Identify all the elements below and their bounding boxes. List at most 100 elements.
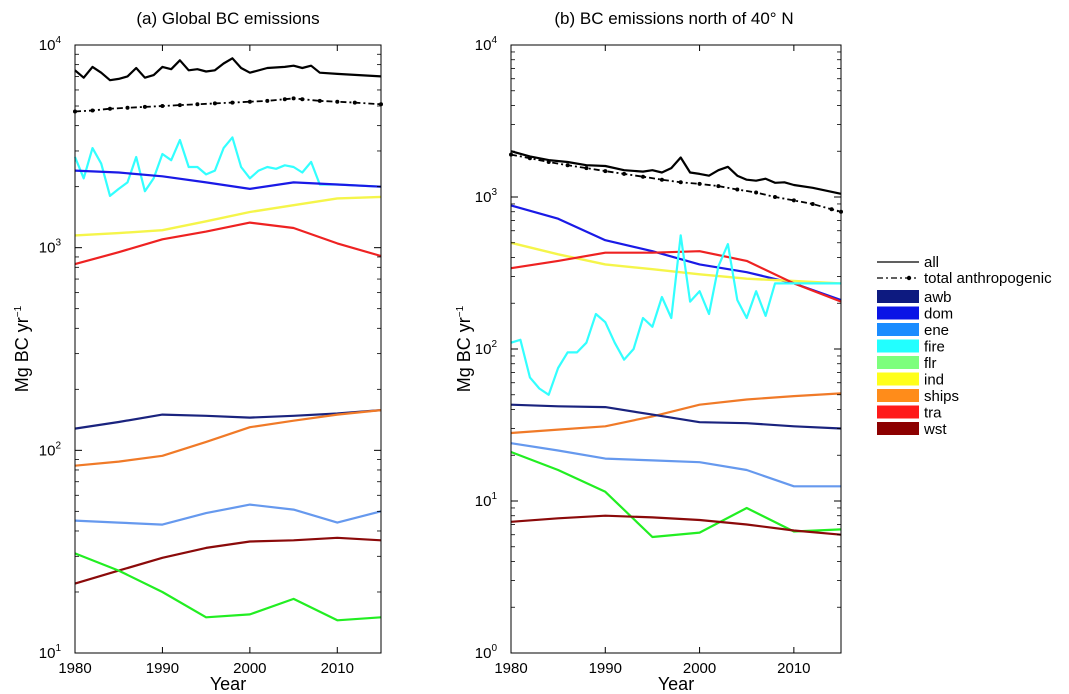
panel-b-xlabel: Year [658, 674, 694, 694]
panel-a-xtick-label-3: 2010 [321, 660, 354, 677]
panel-b-ticks: 1980 1990 2000 2010 100 101 102 103 104 [475, 35, 841, 677]
legend-label-flr: flr [924, 355, 937, 372]
panel-b-anthro-marker-13 [754, 190, 759, 195]
panel-a-series [73, 57, 383, 622]
panel-b-series-all [510, 150, 842, 195]
panel-b-series-wst [510, 514, 842, 536]
panel-b-anthro-marker-4 [584, 166, 589, 171]
panel-a-series-anthro [74, 97, 382, 113]
legend-swatch-flr [877, 356, 919, 369]
legend-label-dom: dom [924, 306, 953, 323]
panel-a-series-flr [74, 552, 382, 622]
panel-b-xtick-label-0: 1980 [494, 660, 527, 677]
panel-a-anthro-marker-3 [125, 105, 130, 110]
legend-swatch-tra [877, 405, 919, 419]
panel-a-xtick-label-0: 1980 [58, 660, 91, 677]
panel-b-anthro-marker-11 [716, 184, 721, 189]
panel-a-ytick-label-0: 101 [39, 643, 62, 662]
legend-swatch-fire [877, 339, 919, 353]
panel-b-anthro-marker-1 [527, 156, 532, 161]
panel-b-anthro-marker-2 [546, 160, 551, 164]
legend-label-all: all [924, 254, 939, 271]
panel-a-series-all [74, 57, 382, 82]
legend-swatch-dom [877, 306, 919, 320]
legend-label-wst: wst [923, 421, 947, 438]
panel-b-anthro-marker-17 [829, 207, 834, 212]
panel-a-series-ene [74, 503, 382, 526]
legend-label-awb: awb [924, 289, 952, 306]
panel-b-xtick-label-3: 2010 [777, 660, 810, 677]
legend-swatch-awb [877, 290, 919, 303]
legend-label-ships: ships [924, 388, 959, 405]
panel-a-series-ind [74, 195, 382, 237]
panel-b-ytick-label-0: 100 [475, 643, 498, 662]
panel-a-ylabel-sup: −1 [13, 305, 24, 317]
legend-swatch-ene [877, 323, 919, 336]
panel-a-ytick-label-2: 103 [39, 238, 62, 257]
panel-a-anthro-marker-10 [247, 99, 252, 104]
panel-b-frame [510, 44, 842, 654]
panel-a-series-wst [74, 536, 382, 585]
panel-a-frame [74, 44, 382, 654]
panel-a-title: (a) Global BC emissions [136, 9, 319, 28]
legend-label-tra: tra [924, 405, 942, 422]
panel-b-anthro-marker-15 [791, 198, 796, 203]
panel-b-anthro-marker-3 [565, 163, 570, 168]
legend-swatch-ind [877, 372, 919, 386]
legend-swatch-wst [877, 422, 919, 435]
panel-b-anthro-marker-8 [659, 177, 664, 182]
panel-b-xtick-label-1: 1990 [589, 660, 622, 677]
legend-label-fire: fire [924, 339, 945, 356]
legend-label-ene: ene [924, 322, 949, 339]
panel-b-xtick-label-2: 2000 [683, 660, 716, 677]
panel-a-anthro-marker-9 [230, 100, 235, 105]
panel-a-xtick-label-1: 1990 [146, 660, 179, 677]
panel-a-anthro-marker-13 [291, 96, 296, 101]
panel-b: (b) BC emissions north of 40° N 1980 1990… [454, 9, 843, 694]
panel-a-ticks: 1980 1990 2000 2010 101 102 103 104 [39, 35, 381, 677]
panel-a-anthro-marker-6 [177, 103, 182, 108]
panel-b-series-awb [510, 403, 842, 430]
panel-a-series-dom [74, 169, 382, 190]
panel-b-series-ships [510, 392, 842, 435]
panel-a: (a) Global BC emissions 1980 1990 2000 2010… [12, 9, 383, 694]
panel-b-anthro-marker-16 [810, 202, 815, 206]
panel-b-ylabel: Mg BC yr−1 [454, 305, 474, 392]
panel-b-ylabel-text: Mg BC yr [454, 317, 474, 392]
panel-a-anthro-marker-15 [317, 98, 322, 103]
panel-b-ytick-label-1: 101 [475, 491, 498, 510]
panel-a-anthro-marker-8 [212, 101, 217, 106]
panel-a-ylabel: Mg BC yr−1 [12, 305, 32, 392]
panel-b-anthro-marker-14 [773, 195, 777, 199]
legend-label-ind: ind [924, 372, 944, 389]
panel-a-anthro-marker-11 [265, 98, 270, 103]
legend-label-anthro: total anthropogenic [924, 270, 1052, 287]
panel-a-ytick-label-1: 102 [39, 440, 62, 459]
panel-a-ytick-label-3: 104 [39, 35, 62, 54]
panel-b-ytick-label-4: 104 [475, 35, 498, 54]
panel-a-xtick-label-2: 2000 [233, 660, 266, 677]
panel-b-ylabel-sup: −1 [455, 305, 466, 317]
panel-b-ytick-label-2: 102 [475, 339, 498, 358]
panel-a-series-ships [74, 409, 382, 467]
panel-a-series-awb [74, 409, 382, 430]
panel-a-anthro-marker-12 [282, 97, 287, 102]
panel-a-anthro-marker-17 [352, 100, 357, 105]
panel-b-anthro-marker-9 [678, 180, 683, 185]
panel-b-series [509, 150, 843, 539]
panel-a-anthro-marker-16 [335, 99, 340, 104]
panel-b-anthro-marker-6 [622, 171, 627, 176]
panel-b-anthro-marker-12 [735, 187, 740, 192]
panel-a-anthro-marker-5 [160, 104, 165, 108]
panel-a-anthro-marker-2 [108, 106, 112, 111]
panel-b-series-flr [510, 450, 842, 539]
panel-b-ytick-label-3: 103 [475, 187, 498, 206]
panel-a-anthro-marker-7 [195, 102, 200, 107]
panel-b-anthro-marker-7 [641, 174, 645, 179]
panel-b-series-ene [510, 442, 841, 488]
panel-b-series-tra [510, 250, 842, 303]
panel-a-series-fire [73, 136, 382, 197]
panel-b-title: (b) BC emissions north of 40° N [554, 9, 793, 28]
panel-a-series-tra [74, 221, 382, 266]
